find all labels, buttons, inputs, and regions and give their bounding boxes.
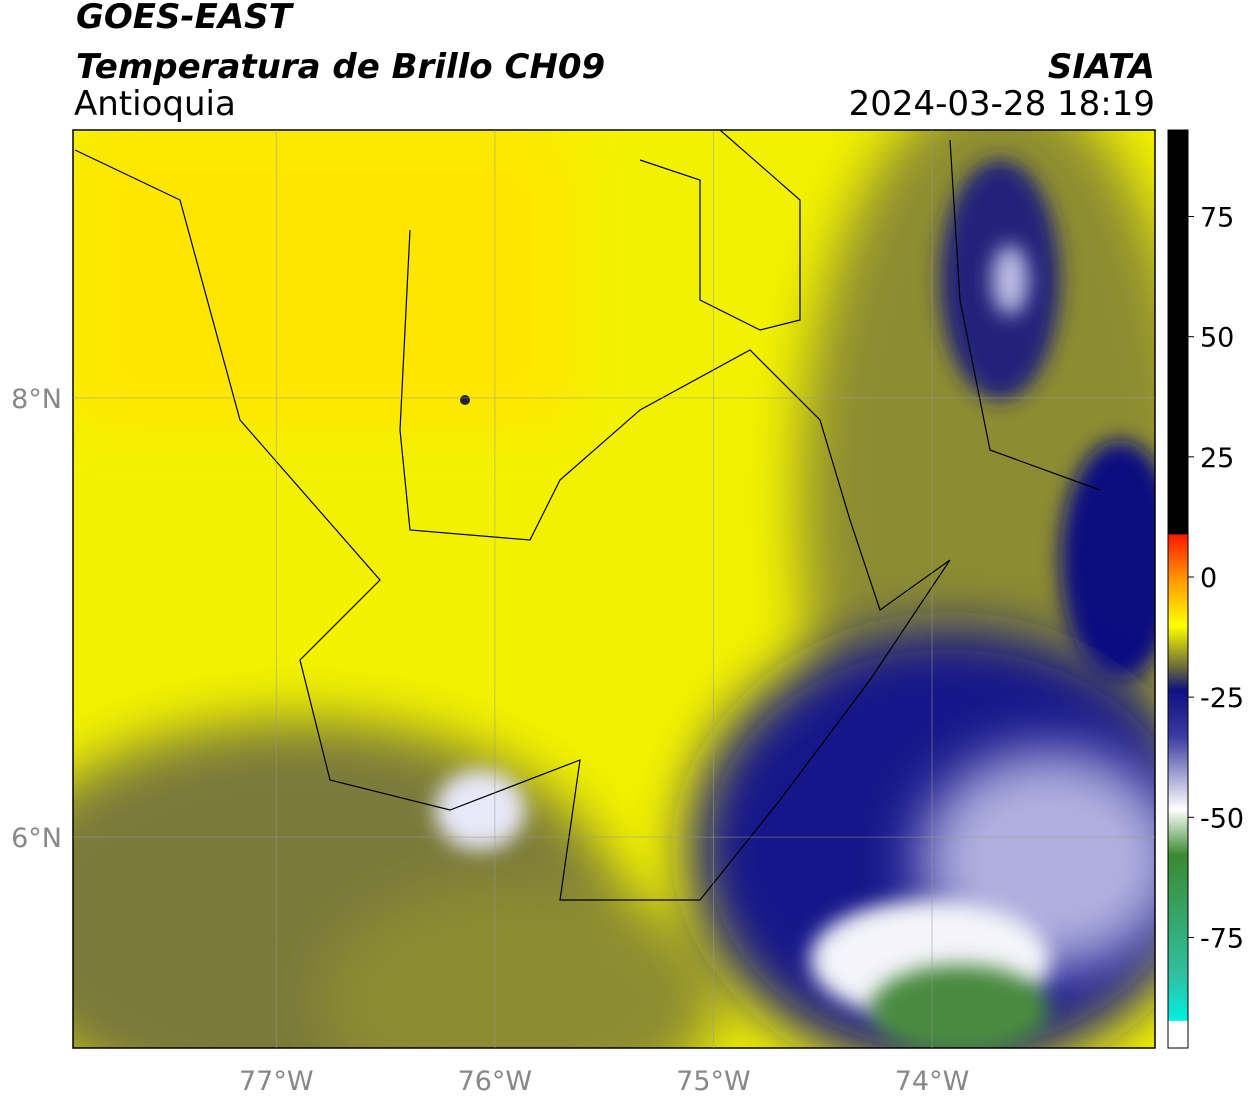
satellite-image [73, 130, 1155, 1048]
colorbar-tick-label: 75 [1200, 203, 1234, 234]
y-tick-label: 8°N [11, 384, 62, 415]
colorbar [1167, 129, 1189, 1049]
subtitle: Temperatura de Brillo CH09 [76, 47, 605, 87]
y-tick-label: 6°N [11, 823, 62, 854]
colorbar-tick-label: 50 [1200, 323, 1234, 354]
map-frame [72, 129, 1156, 1049]
colorbar-tick-label: -25 [1200, 683, 1244, 714]
x-tick-label: 75°W [676, 1066, 751, 1097]
x-tick-label: 76°W [458, 1066, 533, 1097]
org: SIATA [1048, 47, 1155, 87]
colorbar-tick-label: -75 [1200, 923, 1244, 954]
title: GOES-EAST [76, 0, 295, 37]
colorbar-tick-label: -50 [1200, 803, 1244, 834]
colorbar-tick-label: 0 [1200, 563, 1217, 594]
datetime: 2024-03-28 18:19 [849, 84, 1155, 124]
x-tick-label: 74°W [895, 1066, 970, 1097]
x-tick-label: 77°W [239, 1066, 314, 1097]
colorbar-tick-label: 25 [1200, 443, 1234, 474]
region: Antioquia [74, 84, 236, 124]
